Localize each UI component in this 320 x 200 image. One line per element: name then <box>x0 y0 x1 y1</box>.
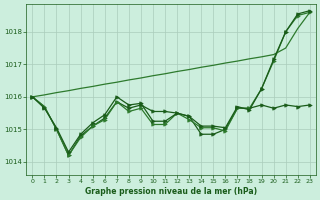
X-axis label: Graphe pression niveau de la mer (hPa): Graphe pression niveau de la mer (hPa) <box>85 187 257 196</box>
